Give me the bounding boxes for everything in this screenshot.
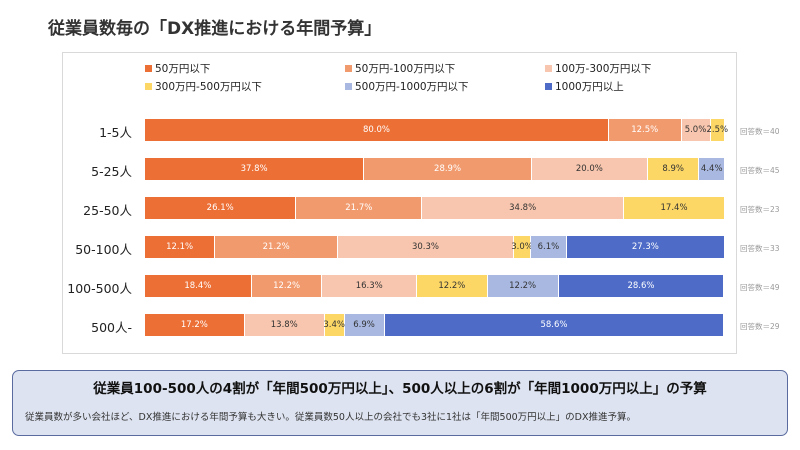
legend-item: 1000万円以上 — [545, 79, 624, 94]
bar-segment: 5.0% — [681, 119, 711, 141]
data-label: 4.4% — [700, 164, 723, 174]
data-label: 12.2% — [509, 281, 537, 291]
data-label: 6.9% — [353, 320, 375, 330]
bar-segment: 13.8% — [244, 314, 325, 336]
summary-body: 従業員数が多い会社ほど、DX推進における年間予算も大きい。従業員数50人以上の会… — [25, 412, 636, 423]
legend-swatch — [145, 83, 152, 90]
data-label: 37.8% — [240, 164, 268, 174]
respondent-count: 回答数＝45 — [740, 166, 780, 175]
data-label: 17.4% — [660, 203, 688, 213]
data-label: 21.7% — [345, 203, 373, 213]
respondent-count: 回答数＝33 — [740, 244, 780, 253]
data-label: 12.2% — [438, 281, 466, 291]
bar-segment: 18.4% — [145, 275, 252, 297]
legend-item: 50万円以下 — [145, 61, 210, 76]
legend-item: 100万-300万円以下 — [545, 61, 651, 76]
bar-segment: 30.3% — [338, 236, 514, 258]
data-label: 6.1% — [537, 242, 560, 252]
bar-segment: 26.1% — [145, 197, 297, 219]
summary-box: 従業員100-500人の4割が「年間500万円以上」、500人以上の6割が「年間… — [12, 370, 788, 436]
bar-segment: 12.5% — [609, 119, 682, 141]
data-label: 12.1% — [166, 242, 194, 252]
data-label: 28.6% — [627, 281, 655, 291]
bar-segment: 4.4% — [699, 158, 725, 180]
respondent-count: 回答数＝40 — [740, 127, 780, 136]
data-label: 8.9% — [662, 164, 684, 174]
bar-segment: 20.0% — [531, 158, 648, 180]
legend-swatch — [545, 65, 552, 72]
bar-segment: 28.6% — [558, 275, 725, 297]
bar-segment: 8.9% — [647, 158, 700, 180]
bar-segment: 58.6% — [384, 314, 725, 336]
respondent-count: 回答数＝23 — [740, 205, 780, 214]
data-label: 58.6% — [540, 320, 568, 330]
legend-label: 50万円-100万円以下 — [355, 63, 456, 75]
bar-segment: 3.0% — [511, 236, 533, 258]
summary-headline: 従業員100-500人の4割が「年間500万円以上」、500人以上の6割が「年間… — [93, 381, 707, 397]
legend-swatch — [145, 65, 152, 72]
data-label: 5.0% — [684, 125, 707, 135]
legend-swatch — [545, 83, 552, 90]
legend-item: 500万円-1000万円以下 — [345, 79, 469, 94]
bar-segment: 80.0% — [145, 119, 609, 141]
data-label: 28.9% — [434, 164, 462, 174]
bar-segment: 21.2% — [215, 236, 339, 258]
bar-segment: 3.4% — [323, 314, 345, 336]
bar-segment: 12.2% — [487, 275, 559, 297]
data-label: 26.1% — [206, 203, 234, 213]
data-label: 30.3% — [411, 242, 439, 252]
legend-label: 500万円-1000万円以下 — [355, 81, 469, 93]
bar-segment: 34.8% — [422, 197, 625, 219]
bar-segment: 27.3% — [566, 236, 725, 258]
bar-segment: 16.3% — [322, 275, 417, 297]
legend-item: 50万円-100万円以下 — [345, 61, 455, 76]
data-label: 80.0% — [362, 125, 390, 135]
category-label: 25-50人 — [83, 203, 132, 218]
legend-label: 1000万円以上 — [555, 81, 624, 93]
bar-segment: 6.1% — [531, 236, 567, 258]
data-label: 3.0% — [511, 242, 533, 252]
data-label: 3.4% — [323, 320, 345, 330]
data-label: 2.5% — [706, 125, 729, 135]
bar-segment: 12.2% — [251, 275, 323, 297]
data-label: 13.8% — [270, 320, 298, 330]
category-label: 100-500人 — [67, 281, 132, 296]
data-label: 21.2% — [262, 242, 290, 252]
category-label: 500人- — [91, 320, 132, 335]
bar-segment: 17.2% — [145, 314, 245, 336]
data-label: 27.3% — [631, 242, 659, 252]
legend-label: 300万円-500万円以下 — [155, 81, 262, 93]
category-label: 50-100人 — [75, 242, 132, 257]
data-label: 34.8% — [509, 203, 537, 213]
bar-segment: 2.5% — [706, 119, 728, 141]
bar-segment: 12.1% — [145, 236, 216, 258]
data-label: 16.3% — [355, 281, 383, 291]
bar-segment: 12.2% — [417, 275, 488, 297]
data-label: 18.4% — [184, 281, 212, 291]
bar-segment: 21.7% — [296, 197, 423, 219]
data-label: 20.0% — [575, 164, 603, 174]
respondent-count: 回答数＝29 — [740, 322, 780, 331]
category-label: 1-5人 — [99, 125, 132, 140]
bar-segment: 17.4% — [624, 197, 725, 219]
page-title: 従業員数毎の「DX推進における年間予算」 — [48, 19, 382, 39]
legend-label: 50万円以下 — [155, 63, 211, 75]
category-label: 5-25人 — [91, 164, 132, 179]
data-label: 17.2% — [180, 320, 208, 330]
legend-swatch — [345, 65, 352, 72]
legend-item: 300万円-500万円以下 — [145, 79, 262, 94]
data-label: 12.5% — [631, 125, 659, 135]
bar-segment: 6.9% — [344, 314, 385, 336]
data-label: 12.2% — [273, 281, 301, 291]
respondent-count: 回答数＝49 — [740, 283, 780, 292]
legend-swatch — [345, 83, 352, 90]
bar-segment: 28.9% — [364, 158, 532, 180]
legend-label: 100万-300万円以下 — [555, 63, 652, 75]
bar-segment: 37.8% — [145, 158, 365, 180]
